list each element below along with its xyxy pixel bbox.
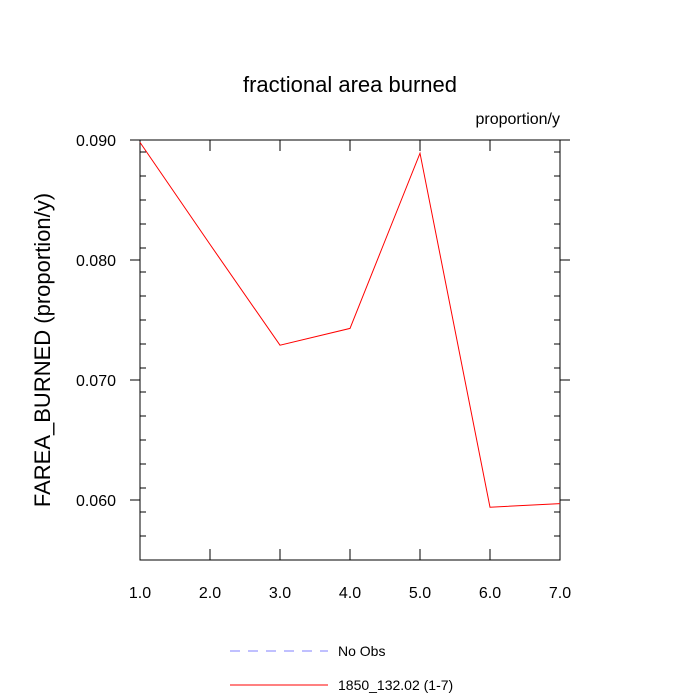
y-tick-label: 0.080 — [76, 253, 116, 270]
y-axis-label: FAREA_BURNED (proportion/y) — [30, 193, 55, 507]
legend-label: 1850_132.02 (1-7) — [338, 677, 453, 693]
x-tick-label: 5.0 — [409, 585, 431, 602]
x-tick-label: 4.0 — [339, 585, 361, 602]
y-tick-label: 0.070 — [76, 373, 116, 390]
x-tick-label: 3.0 — [269, 585, 291, 602]
y-tick-label: 0.060 — [76, 493, 116, 510]
legend-label: No Obs — [338, 643, 385, 659]
series-layer — [139, 142, 561, 508]
units-label: proportion/y — [476, 111, 561, 128]
legend: No Obs 1850_132.02 (1-7) — [230, 643, 453, 693]
x-tick-label: 6.0 — [479, 585, 501, 602]
chart-title: fractional area burned — [243, 72, 457, 97]
axis-ticks — [130, 139, 570, 561]
series-line — [139, 142, 561, 508]
tick-labels: 1.0 2.0 3.0 4.0 5.0 6.0 7.0 0.060 0.070 0.080 0.09… — [76, 133, 571, 602]
plot-frame — [139, 139, 561, 561]
x-tick-label: 7.0 — [549, 585, 571, 602]
x-tick-label: 2.0 — [199, 585, 221, 602]
y-tick-label: 0.090 — [76, 133, 116, 150]
x-tick-label: 1.0 — [129, 585, 151, 602]
